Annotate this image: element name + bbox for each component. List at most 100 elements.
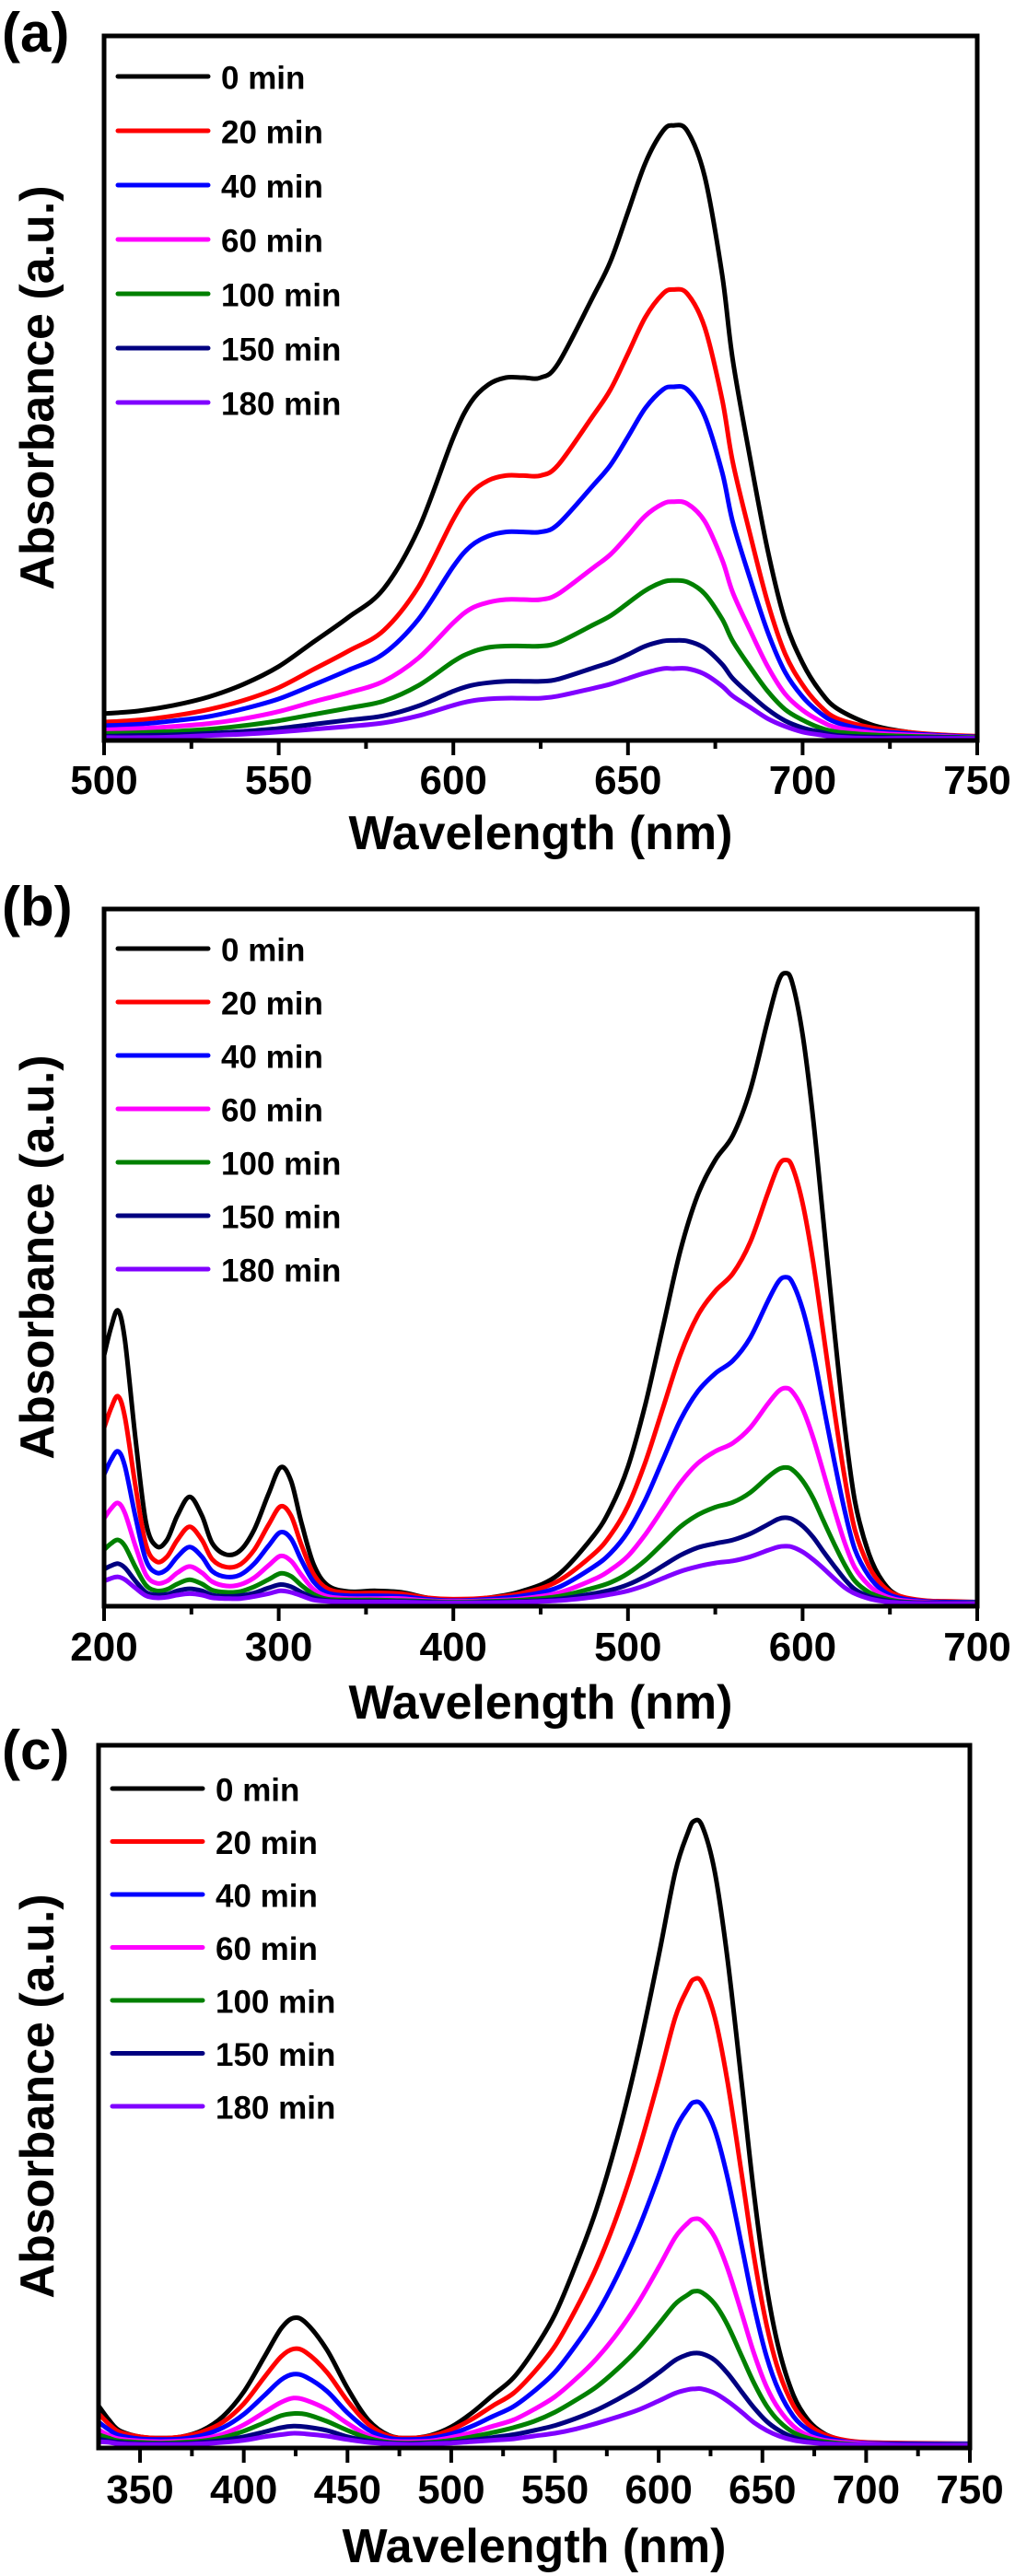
legend-label: 0 min bbox=[216, 1773, 299, 1809]
plot-frame-c bbox=[96, 1743, 973, 2451]
x-tick-label: 500 bbox=[594, 1625, 661, 1670]
plot-area-c: 350 400 450 500 550 600 650 700 750 0 min 20 min 40… bbox=[96, 1743, 1004, 2512]
legend-item: 40 min bbox=[110, 1879, 318, 1915]
legend-item: 180 min bbox=[115, 1253, 341, 1289]
legend-item: 40 min bbox=[115, 169, 323, 205]
legend-label: 40 min bbox=[221, 1040, 323, 1076]
legend-b: 0 min 20 min 40 min 60 min 100 min 150 min 180… bbox=[115, 933, 341, 1289]
x-tick-label: 550 bbox=[245, 758, 312, 803]
series-line-0-min bbox=[99, 1817, 970, 2448]
legend-item: 20 min bbox=[115, 115, 323, 151]
legend-label: 180 min bbox=[221, 1253, 341, 1289]
legend-label: 20 min bbox=[216, 1825, 318, 1861]
legend-label: 100 min bbox=[216, 1985, 335, 2021]
x-tick-label: 750 bbox=[943, 758, 1010, 803]
series-line-150-min bbox=[99, 2350, 970, 2448]
x-tick-label: 750 bbox=[936, 2467, 1003, 2512]
legend-item: 150 min bbox=[110, 2037, 335, 2073]
x-tick-label: 650 bbox=[594, 758, 661, 803]
legend-label: 40 min bbox=[216, 1879, 318, 1915]
x-tick-label: 550 bbox=[521, 2467, 589, 2512]
x-tick-label: 600 bbox=[419, 758, 486, 803]
series-line-60-min bbox=[104, 498, 977, 740]
legend-item: 60 min bbox=[115, 1093, 323, 1129]
x-tick-label: 700 bbox=[833, 2467, 900, 2512]
series-line-100-min bbox=[99, 2289, 970, 2447]
series-line-180-min bbox=[99, 2386, 970, 2448]
series-line-20-min bbox=[99, 1976, 970, 2446]
legend-c: 0 min 20 min 40 min 60 min 100 min 150 min 180… bbox=[110, 1773, 335, 2127]
x-tick-label: 600 bbox=[769, 1625, 836, 1670]
legend-item: 60 min bbox=[110, 1931, 318, 1967]
series-line-0-min bbox=[104, 971, 977, 1606]
series-line-180-min bbox=[104, 1544, 977, 1606]
series-line-100-min bbox=[104, 577, 977, 740]
legend-label: 60 min bbox=[221, 1093, 323, 1129]
x-tick-label: 400 bbox=[419, 1625, 486, 1670]
y-axis-title-b: Absorbance (a.u.) bbox=[11, 1055, 64, 1459]
legend-label: 180 min bbox=[216, 2091, 335, 2127]
legend-item: 150 min bbox=[115, 1200, 341, 1236]
x-tick-label: 600 bbox=[624, 2467, 692, 2512]
series-line-40-min bbox=[104, 1275, 977, 1605]
legend-item: 0 min bbox=[110, 1773, 299, 1809]
series-lines-c bbox=[99, 1817, 970, 2448]
y-axis-title-c: Absorbance (a.u.) bbox=[11, 1894, 64, 2298]
legend-item: 0 min bbox=[115, 933, 305, 969]
x-tick-label: 450 bbox=[314, 2467, 381, 2512]
x-tick-label: 500 bbox=[417, 2467, 484, 2512]
panel-label-c: (c) bbox=[2, 1719, 69, 1781]
legend-item: 20 min bbox=[110, 1825, 318, 1861]
legend-label: 100 min bbox=[221, 278, 341, 314]
panel-a: (a) Absorbance (a.u.) Wavelength (nm) 50… bbox=[2, 2, 1011, 860]
x-axis-title-a: Wavelength (nm) bbox=[349, 807, 733, 860]
legend-label: 100 min bbox=[221, 1147, 341, 1183]
legend-label: 20 min bbox=[221, 115, 323, 151]
panel-c: (c) Absorbance (a.u.) Wavelength (nm) 35… bbox=[2, 1719, 1004, 2573]
legend-item: 180 min bbox=[115, 387, 341, 423]
legend-item: 20 min bbox=[115, 986, 323, 1022]
legend-item: 0 min bbox=[115, 61, 305, 97]
legend-label: 60 min bbox=[216, 1931, 318, 1967]
legend-label: 150 min bbox=[221, 332, 341, 368]
plot-area-a: 500 550 600 650 700 750 0 min 20 min 40 min 60 mi… bbox=[70, 33, 1011, 803]
x-tick-label: 700 bbox=[943, 1625, 1010, 1670]
legend-a: 0 min 20 min 40 min 60 min 100 min 150 min 180… bbox=[115, 61, 341, 423]
x-axis-title-b: Wavelength (nm) bbox=[349, 1676, 733, 1730]
series-line-40-min bbox=[104, 384, 977, 740]
legend-item: 100 min bbox=[115, 1147, 341, 1183]
series-line-60-min bbox=[99, 2216, 970, 2447]
series-line-150-min bbox=[104, 637, 977, 740]
legend-item: 100 min bbox=[115, 278, 341, 314]
legend-label: 0 min bbox=[221, 933, 305, 969]
legend-label: 180 min bbox=[221, 387, 341, 423]
series-lines-b bbox=[104, 971, 977, 1606]
legend-label: 60 min bbox=[221, 224, 323, 260]
x-tick-label: 350 bbox=[106, 2467, 173, 2512]
x-tick-label: 650 bbox=[729, 2467, 796, 2512]
legend-label: 0 min bbox=[221, 61, 305, 97]
x-tick-label: 200 bbox=[70, 1625, 137, 1670]
series-line-20-min bbox=[104, 1157, 977, 1604]
legend-item: 60 min bbox=[115, 224, 323, 260]
series-line-20-min bbox=[104, 286, 977, 739]
legend-label: 150 min bbox=[216, 2037, 335, 2073]
series-line-180-min bbox=[104, 666, 977, 740]
legend-item: 150 min bbox=[115, 332, 341, 368]
legend-label: 40 min bbox=[221, 169, 323, 205]
panel-label-a: (a) bbox=[2, 2, 69, 64]
y-axis-title-a: Absorbance (a.u.) bbox=[11, 185, 64, 589]
x-tick-label: 700 bbox=[769, 758, 836, 803]
x-tick-label: 400 bbox=[210, 2467, 277, 2512]
x-tick-label: 300 bbox=[245, 1625, 312, 1670]
series-line-0-min bbox=[104, 122, 977, 740]
panel-b: (b) Absorbance (a.u.) Wavelength (nm) 20… bbox=[2, 876, 1011, 1730]
legend-label: 20 min bbox=[221, 986, 323, 1022]
x-tick-label: 500 bbox=[70, 758, 137, 803]
x-axis-title-c: Wavelength (nm) bbox=[343, 2520, 727, 2573]
panel-label-b: (b) bbox=[2, 876, 73, 938]
legend-label: 150 min bbox=[221, 1200, 341, 1236]
legend-item: 100 min bbox=[110, 1985, 335, 2021]
